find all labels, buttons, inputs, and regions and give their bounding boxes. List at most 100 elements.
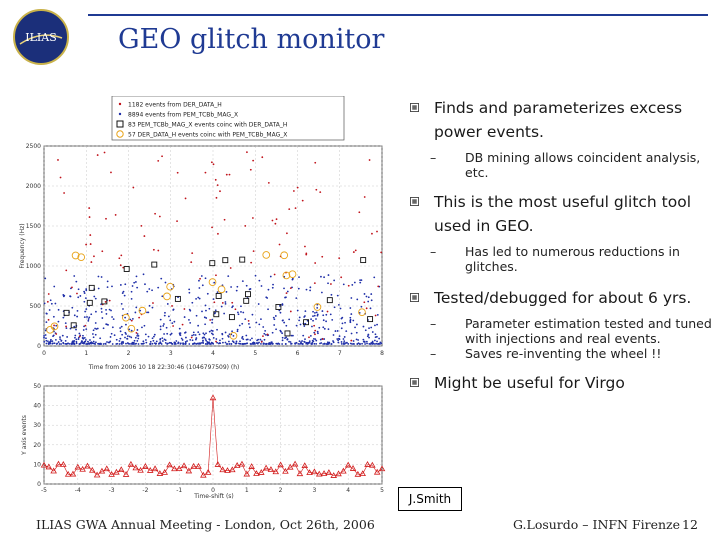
pem-event-point — [343, 343, 346, 345]
pem-event-point — [164, 281, 167, 284]
timeshift-marker — [272, 468, 280, 475]
sub-bullet: – DB mining allows coincident analysis, e… — [408, 150, 713, 180]
pem-event-point — [221, 337, 224, 340]
pem-event-point — [251, 337, 253, 340]
der-event-point — [247, 319, 250, 322]
der-event-point — [53, 324, 55, 327]
pem-event-point — [312, 319, 314, 322]
pem-event-point — [315, 339, 318, 342]
pem-event-point — [268, 343, 271, 345]
pem-event-point — [342, 338, 345, 340]
pem-event-point — [285, 296, 287, 299]
pem-event-point — [257, 338, 260, 341]
der-event-point — [78, 335, 81, 338]
timeshift-line — [222, 469, 228, 472]
pem-event-point — [227, 275, 230, 277]
der-event-point — [249, 168, 252, 171]
der-event-point — [90, 261, 93, 263]
pem-event-point — [260, 285, 263, 287]
pem-event-point — [160, 277, 163, 280]
timeshift-line — [348, 465, 354, 469]
coinc-pem-marker — [70, 322, 77, 329]
bullet-item: Finds and parameterizes excess power eve… — [408, 96, 713, 144]
der-event-point — [114, 214, 117, 216]
der-event-point — [314, 161, 317, 164]
coinc-pem-marker — [215, 293, 222, 299]
bullet-item: Might be useful for Virgo — [408, 371, 713, 395]
der-event-point — [296, 186, 299, 189]
der-event-point — [209, 319, 212, 321]
x-tick-label: -1 — [176, 487, 182, 494]
x-tick-label: -3 — [109, 487, 115, 494]
pem-event-point — [184, 340, 187, 343]
pem-event-point — [264, 333, 267, 336]
pem-event-point — [232, 335, 235, 337]
pem-event-point — [73, 325, 76, 328]
timeshift-marker — [40, 461, 48, 468]
pem-event-point — [166, 332, 169, 335]
pem-event-point — [50, 338, 52, 341]
pem-event-point — [136, 334, 139, 337]
pem-event-point — [137, 334, 140, 337]
credit-box: J.Smith — [398, 487, 462, 511]
checkbox-bullet-icon — [410, 293, 419, 302]
pem-event-point — [350, 332, 353, 335]
coinc-der-marker — [71, 251, 80, 260]
pem-event-point — [136, 333, 139, 335]
der-event-point — [340, 276, 343, 279]
sub-bullet-text: Saves re-inventing the wheel !! — [465, 346, 662, 361]
pem-event-point — [69, 295, 71, 298]
der-event-point — [314, 333, 316, 336]
pem-event-point — [148, 304, 151, 307]
pem-event-point — [223, 312, 226, 315]
pem-event-point — [87, 340, 89, 343]
pem-event-point — [52, 342, 54, 345]
der-event-point — [59, 176, 62, 179]
pem-event-point — [67, 342, 69, 345]
timeshift-marker — [229, 466, 236, 473]
pem-event-point — [95, 310, 97, 313]
coinc-der-marker — [77, 253, 86, 262]
pem-event-point — [82, 329, 85, 331]
timeshift-marker — [50, 467, 57, 474]
pem-event-point — [225, 291, 228, 293]
coinc-der-marker — [138, 306, 147, 315]
der-event-point — [330, 283, 332, 285]
pem-event-point — [325, 313, 328, 316]
pem-event-point — [73, 314, 76, 317]
pem-event-point — [211, 318, 214, 321]
der-event-point — [120, 254, 123, 257]
der-event-point — [214, 178, 217, 181]
pem-event-point — [339, 307, 342, 310]
pem-event-point — [236, 311, 239, 314]
pem-event-point — [337, 304, 340, 306]
timeshift-line — [275, 464, 281, 473]
pem-event-point — [128, 335, 131, 338]
x-tick-label: -4 — [75, 487, 81, 494]
pem-event-point — [211, 321, 213, 324]
pem-event-point — [366, 335, 369, 338]
y-tick-label: 40 — [33, 403, 41, 410]
der-event-point — [315, 188, 318, 191]
legend-label: 8894 events from PEM_TCBb_MAG_X — [128, 112, 238, 119]
pem-event-point — [325, 320, 327, 323]
pem-event-point — [48, 341, 51, 344]
pem-event-point — [195, 337, 198, 339]
pem-event-point — [44, 277, 47, 280]
page-title: GEO glitch monitor — [118, 24, 385, 55]
pem-event-point — [126, 337, 129, 340]
pem-event-point — [84, 338, 87, 341]
der-event-point — [190, 261, 193, 264]
pem-event-point — [194, 334, 197, 336]
pem-event-point — [281, 339, 284, 342]
pem-event-point — [144, 333, 147, 336]
pem-event-point — [105, 308, 107, 311]
pem-event-point — [311, 339, 314, 342]
pem-event-point — [157, 286, 160, 289]
pem-event-point — [317, 332, 319, 335]
pem-event-point — [65, 327, 68, 330]
pem-event-point — [220, 305, 223, 308]
timeshift-marker — [64, 470, 72, 477]
pem-event-point — [204, 323, 207, 326]
pem-event-point — [351, 343, 354, 345]
